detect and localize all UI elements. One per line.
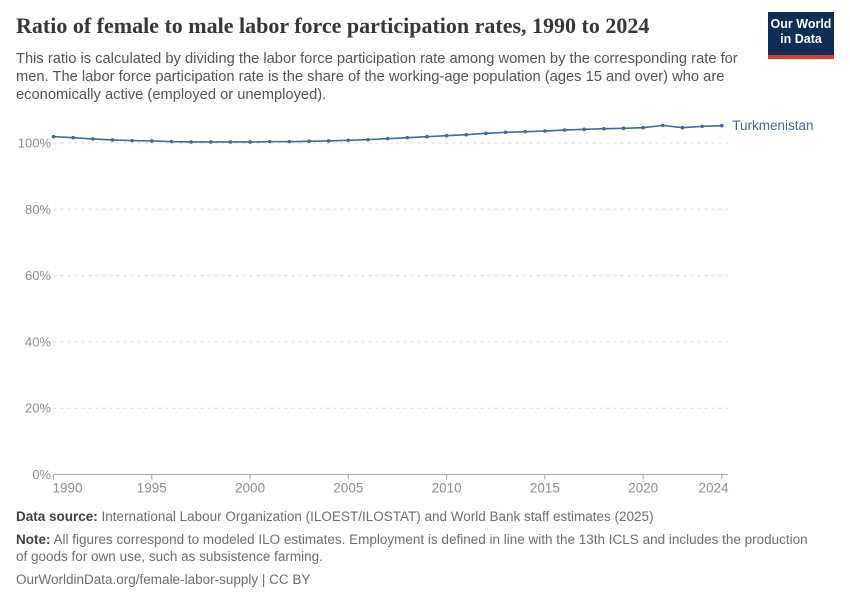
y-tick-label: 100% (18, 135, 52, 150)
data-point (51, 134, 56, 139)
data-point (523, 129, 528, 134)
data-point (208, 140, 213, 144)
footer-url: OurWorldinData.org/female-labor-supply |… (16, 571, 311, 587)
data-point (228, 140, 233, 144)
data-point (91, 137, 95, 141)
x-tick-label: 2020 (628, 481, 658, 496)
y-tick-label: 60% (25, 268, 51, 283)
note-text: All figures correspond to modeled ILO es… (16, 531, 808, 565)
owid-logo-line1: Our World (770, 17, 832, 31)
data-point (464, 132, 469, 137)
owid-logo-line2: in Data (780, 31, 822, 46)
data-point (385, 136, 390, 141)
data-point (719, 123, 724, 128)
y-tick-label: 80% (25, 202, 51, 217)
x-tick-label: 2024 (698, 481, 729, 496)
x-tick-label: 2015 (530, 481, 560, 496)
data-point (680, 125, 685, 130)
data-point (189, 140, 193, 144)
data-point (543, 129, 547, 133)
chart-footer: Data source: International Labour Organi… (16, 508, 808, 593)
y-tick-label: 40% (25, 334, 51, 349)
page-title: Ratio of female to male labor force part… (16, 13, 650, 38)
x-tick-label: 2000 (235, 481, 265, 496)
data-point (130, 138, 134, 143)
data-point (307, 139, 311, 144)
note-label: Note: (16, 531, 51, 547)
data-point (503, 130, 508, 135)
x-tick-label: 1990 (53, 481, 83, 496)
y-tick-label: 0% (32, 467, 51, 482)
data-point (248, 140, 252, 144)
data-point (71, 135, 75, 140)
data-point (267, 139, 272, 144)
data-point (405, 135, 410, 140)
data-source-line: Data source: International Labour Organi… (16, 508, 808, 526)
data-point (169, 139, 174, 144)
data-point (425, 134, 429, 139)
series-label: Turkmenistan (732, 118, 813, 133)
data-source-text: International Labour Organization (ILOES… (101, 509, 654, 524)
note-line: Note: All figures correspond to modeled … (16, 531, 808, 566)
data-point (562, 128, 567, 132)
data-point (602, 126, 606, 131)
y-tick-label: 20% (25, 401, 51, 416)
x-tick-label: 2010 (432, 481, 462, 496)
x-tick-label: 2005 (333, 481, 363, 496)
data-point (700, 124, 704, 129)
data-point (287, 139, 292, 144)
data-point (444, 133, 449, 138)
data-point (641, 125, 645, 130)
data-point (661, 123, 665, 128)
data-point (326, 139, 331, 143)
data-point (484, 131, 488, 136)
data-source-label: Data source: (16, 509, 98, 524)
data-point (366, 137, 370, 142)
x-tick-label: 1995 (137, 481, 167, 496)
data-point (582, 127, 586, 132)
chart-subtitle: This ratio is calculated by dividing the… (16, 51, 738, 103)
data-point (149, 139, 154, 143)
data-point (346, 138, 351, 143)
data-point (110, 138, 115, 142)
owid-logo: Our World in Data (768, 12, 834, 59)
data-point (621, 126, 626, 131)
